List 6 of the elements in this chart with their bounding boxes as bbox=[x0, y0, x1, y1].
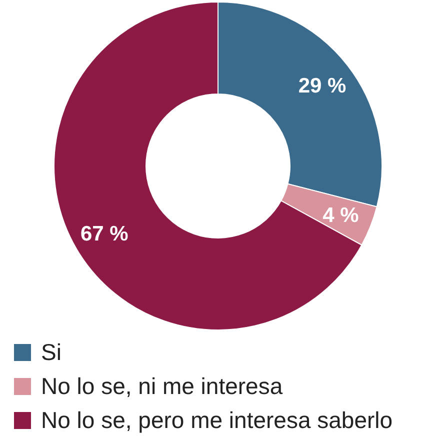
data-label: 29 % bbox=[298, 74, 347, 98]
data-label: 4 % bbox=[322, 204, 360, 227]
legend-label: Si bbox=[41, 339, 62, 366]
data-label: 67 % bbox=[80, 222, 129, 246]
legend-label: No lo se, pero me interesa saberlo bbox=[41, 407, 393, 434]
legend-label: No lo se, ni me interesa bbox=[41, 373, 283, 400]
